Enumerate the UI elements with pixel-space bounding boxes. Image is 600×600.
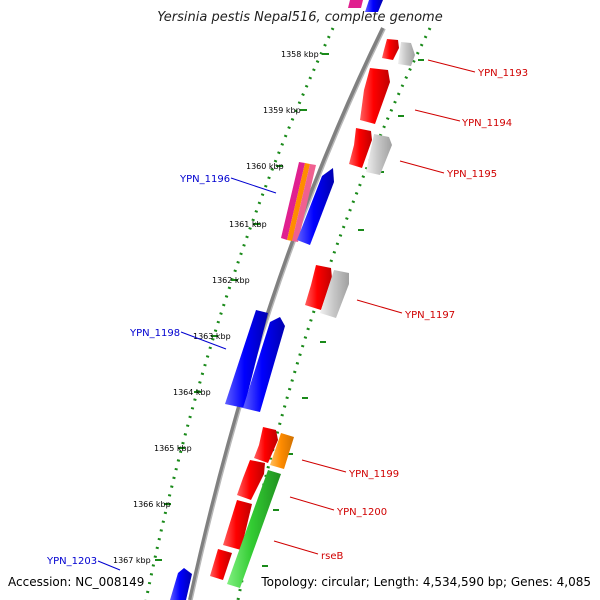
gene-feature-ypn1200[interactable] (237, 460, 265, 500)
tick-label: 1361 kbp (229, 220, 267, 229)
topology-text: Topology: circular; Length: 4,534,590 bp… (261, 575, 591, 589)
gene-label[interactable]: YPN_1203 (46, 556, 97, 567)
gene-label[interactable]: YPN_1194 (461, 118, 512, 129)
inner-track-border (144, 27, 335, 600)
tick-labels: 1358 kbp 1359 kbp 1360 kbp 1361 kbp 1362… (113, 50, 319, 565)
genome-backbone (188, 27, 385, 600)
tick-label: 1360 kbp (246, 162, 284, 171)
gene-feature-ypn1203[interactable] (170, 568, 192, 600)
gene-feature-rseB-pair[interactable] (210, 470, 281, 588)
gene-feature-ypn1196[interactable] (281, 162, 334, 245)
tick-label: 1358 kbp (281, 50, 319, 59)
gene-feature-ypn1197[interactable] (305, 265, 349, 318)
gene-label[interactable]: YPN_1200 (336, 507, 387, 518)
map-title: Yersinia pestis Nepal516, complete genom… (157, 10, 443, 25)
gene-feature-ypn1193[interactable] (382, 39, 415, 66)
gene-feature-ypn1195[interactable] (349, 128, 392, 175)
gene-label[interactable]: YPN_1195 (446, 169, 497, 180)
gene-label[interactable]: YPN_1196 (179, 174, 230, 185)
gene-labels-forward: YPN_1193 YPN_1194 YPN_1195 YPN_1197 YPN_… (321, 68, 528, 562)
tick-marks (155, 53, 424, 567)
leader-lines-forward (273, 59, 476, 555)
gene-feature-ypn1198[interactable] (225, 310, 285, 412)
gene-feature-ypn1194[interactable] (360, 68, 390, 124)
tick-label: 1366 kbp (133, 500, 171, 509)
tick-label: 1363 kbp (193, 332, 231, 341)
feature-top-partial[interactable] (348, 0, 383, 12)
tick-label: 1364 kbp (173, 388, 211, 397)
outer-track-border (236, 27, 432, 600)
gene-label[interactable]: YPN_1199 (348, 469, 399, 480)
tick-label: 1367 kbp (113, 556, 151, 565)
gene-label[interactable]: YPN_1198 (129, 328, 180, 339)
tick-label: 1362 kbp (212, 276, 250, 285)
tick-label: 1359 kbp (263, 106, 301, 115)
leader-lines-reverse (97, 177, 277, 571)
genome-backbone-shadow (191, 28, 386, 600)
gene-labels-reverse: YPN_1196 YPN_1198 YPN_1203 (46, 174, 230, 567)
accession-text: Accession: NC_008149 (8, 575, 145, 589)
tick-label: 1365 kbp (154, 444, 192, 453)
gene-label[interactable]: YPN_1197 (404, 310, 455, 321)
gene-label[interactable]: rseB (321, 551, 343, 562)
gene-feature-ypn1199[interactable] (254, 427, 294, 469)
gene-label[interactable]: YPN_1193 (477, 68, 528, 79)
